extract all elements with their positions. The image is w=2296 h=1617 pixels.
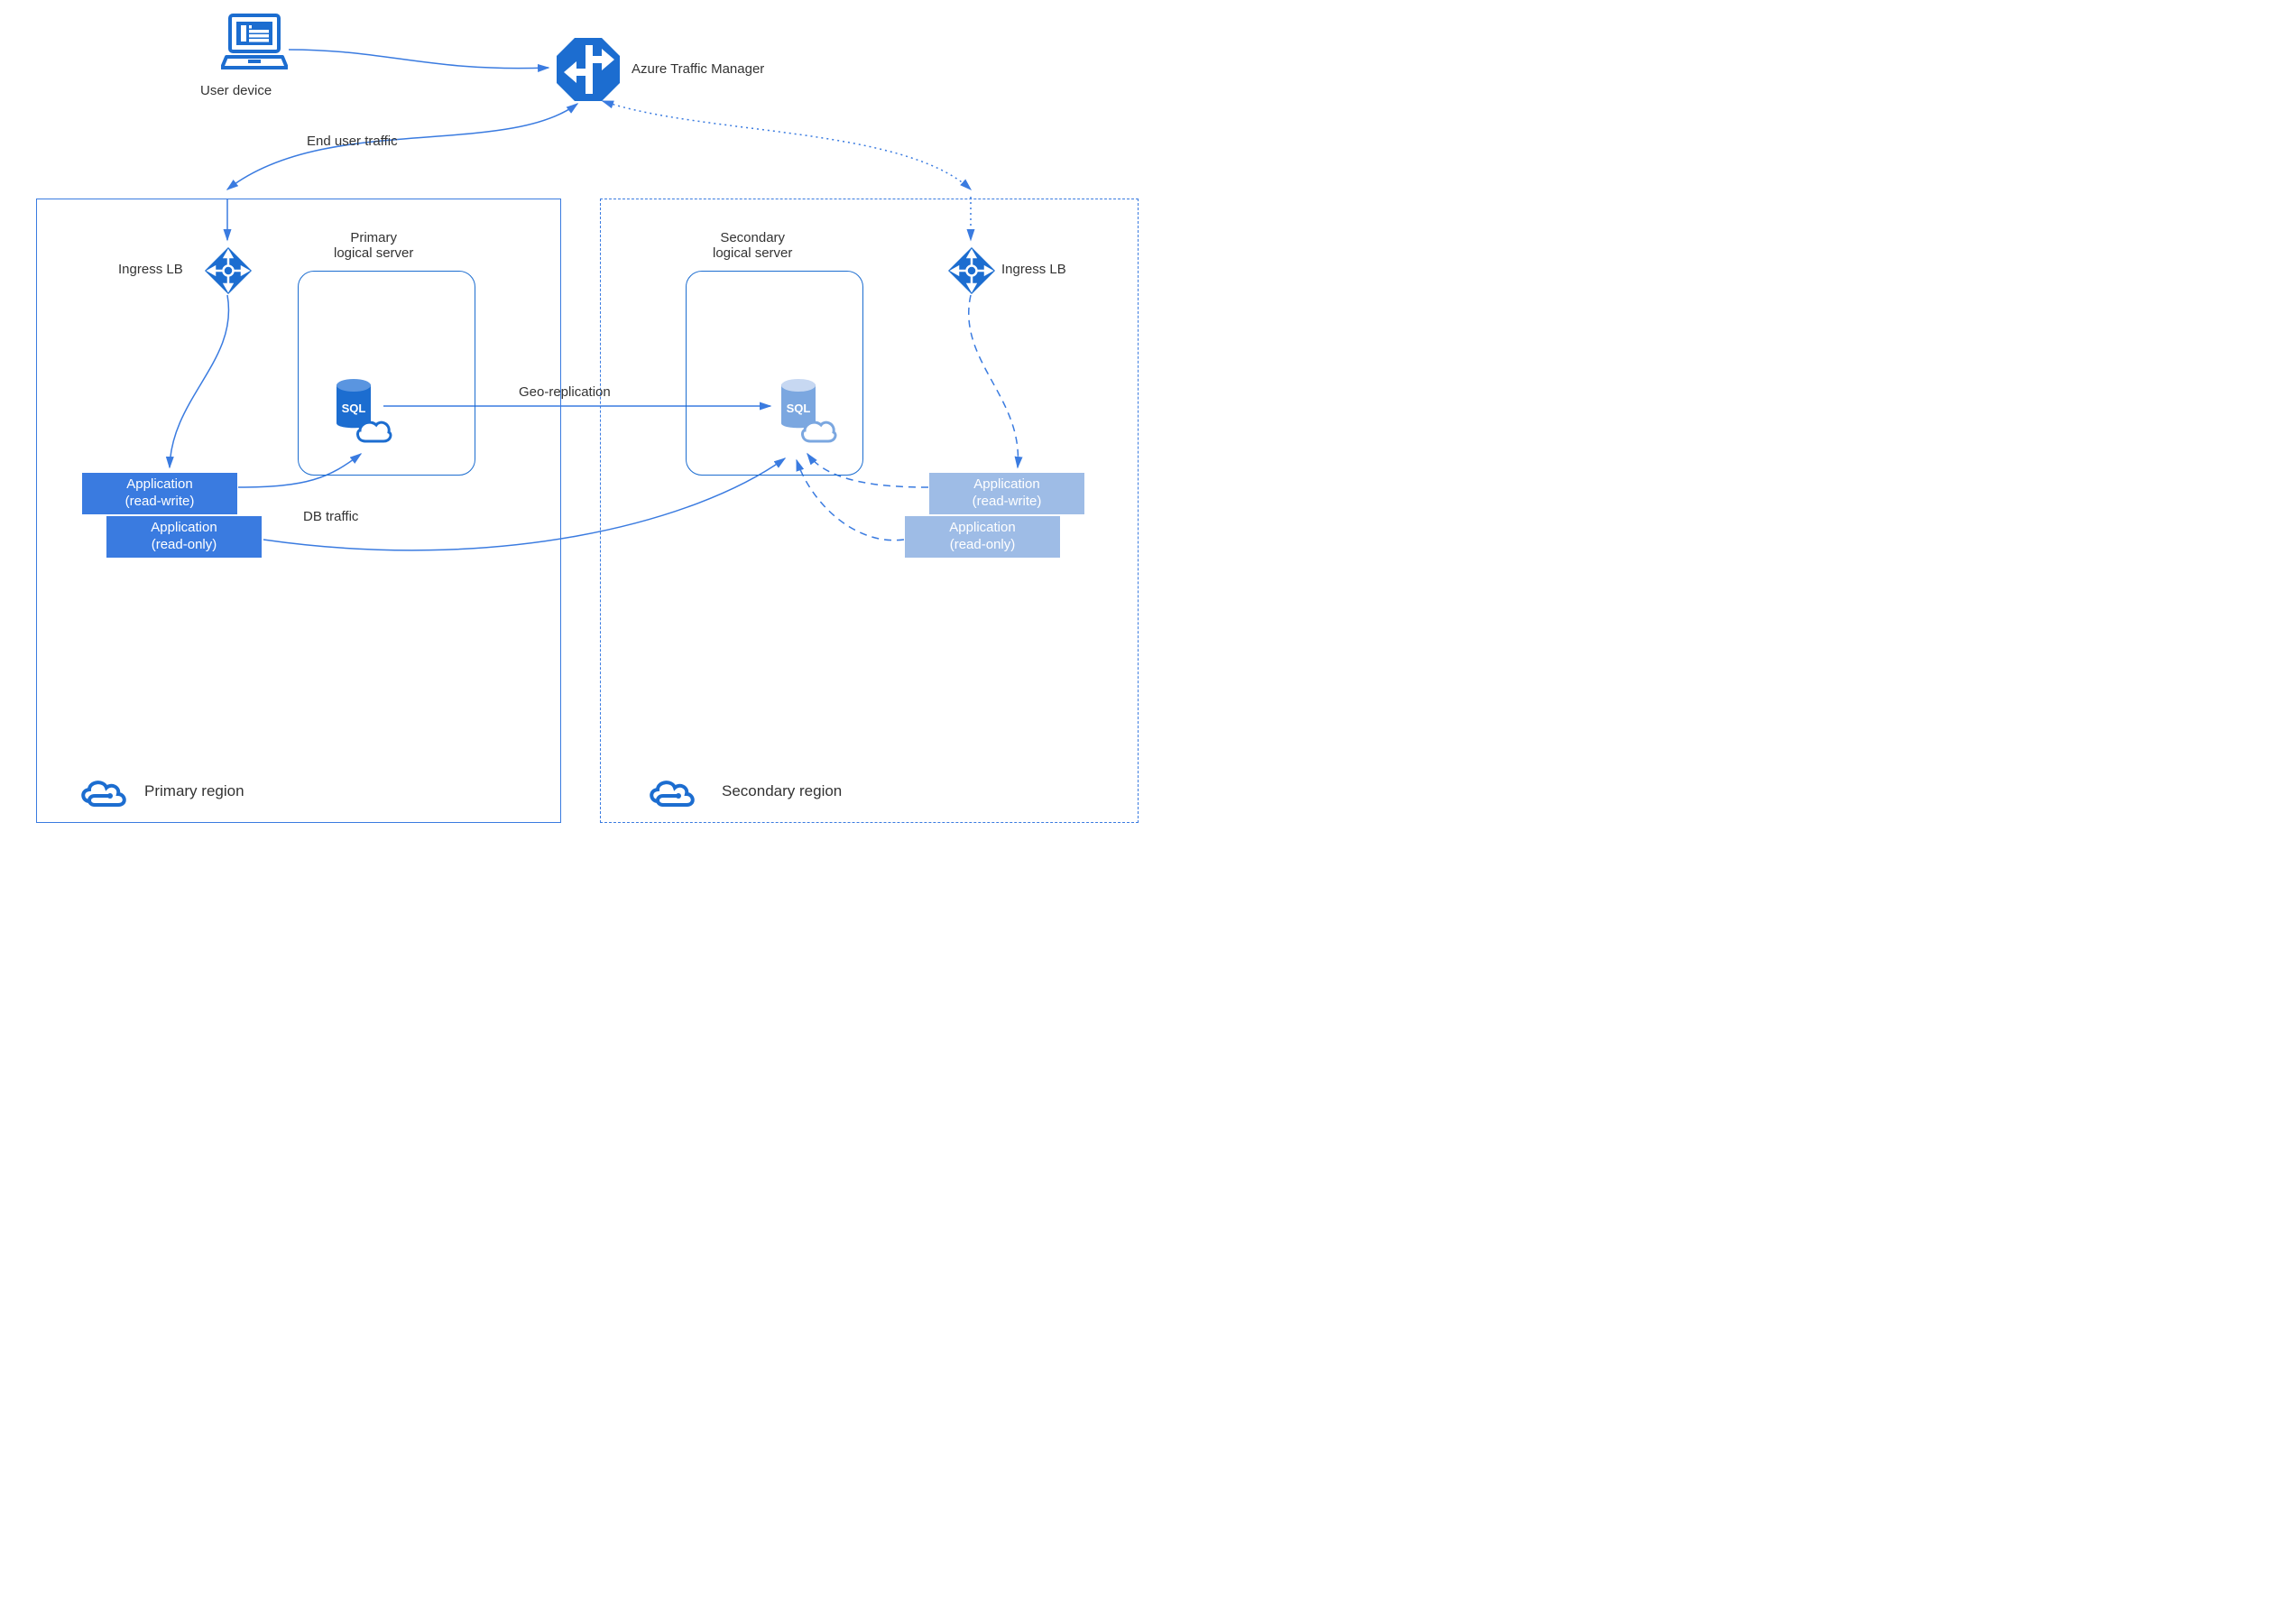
db-traffic-label: DB traffic xyxy=(303,509,358,524)
ingress-lb-right-label: Ingress LB xyxy=(1001,262,1066,277)
laptop-icon xyxy=(221,12,288,81)
traffic-manager-label: Azure Traffic Manager xyxy=(632,61,764,77)
end-user-traffic-label: End user traffic xyxy=(307,134,398,149)
svg-text:SQL: SQL xyxy=(787,402,811,415)
arrow-tm_to_secondary xyxy=(603,101,971,189)
secondary-region-label: Secondary region xyxy=(722,782,842,800)
arrow-tm_to_primary xyxy=(227,104,577,189)
sql-database-icon: SQL xyxy=(774,374,837,458)
ingress-lb-left-label: Ingress LB xyxy=(118,262,183,277)
application-read-only-primary: Application (read-only) xyxy=(106,516,262,558)
load-balancer-icon xyxy=(947,246,996,300)
user-device-label: User device xyxy=(200,83,272,98)
application-read-write-primary: Application (read-write) xyxy=(82,473,237,514)
application-read-only-secondary: Application (read-only) xyxy=(905,516,1060,558)
traffic-manager-icon xyxy=(555,36,622,107)
sql-database-icon: SQL xyxy=(329,374,392,458)
cloud-icon xyxy=(77,776,133,818)
secondary-logical-server-label: Secondary logical server xyxy=(713,230,792,261)
primary-logical-server-label: Primary logical server xyxy=(334,230,413,261)
primary-region-label: Primary region xyxy=(144,782,244,800)
geo-replication-label: Geo-replication xyxy=(519,384,611,400)
cloud-icon xyxy=(645,776,701,818)
arrow-user_to_tm xyxy=(289,50,549,69)
application-read-write-secondary: Application (read-write) xyxy=(929,473,1084,514)
load-balancer-icon xyxy=(204,246,253,300)
svg-text:SQL: SQL xyxy=(342,402,366,415)
